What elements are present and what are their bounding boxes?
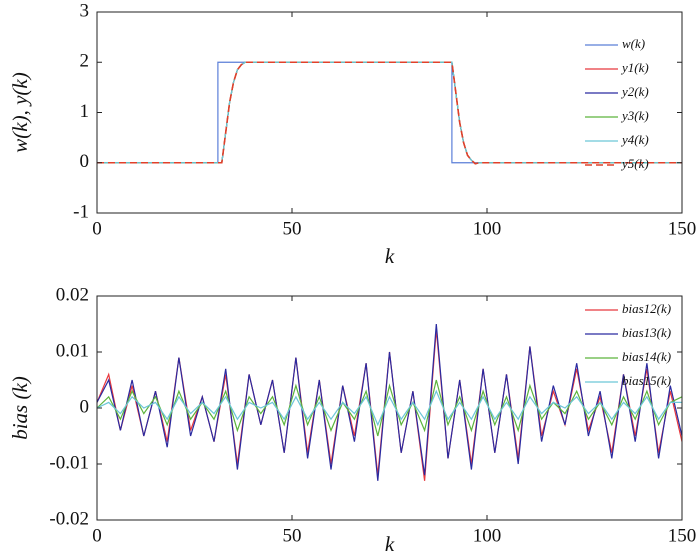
legend-label: y4(k) <box>620 132 649 147</box>
series-line <box>96 323 683 481</box>
x-tick-label: 100 <box>473 218 502 239</box>
x-tick-label: 100 <box>473 525 502 546</box>
y-axis-label: bias (k) <box>8 376 32 440</box>
y-tick-label: 0 <box>80 151 90 172</box>
series-line <box>96 389 682 427</box>
series-line <box>97 61 682 164</box>
y-tick-label: 2 <box>80 51 90 72</box>
x-tick-label: 50 <box>283 218 302 239</box>
x-axis-label: k <box>385 532 395 556</box>
x-tick-label: 150 <box>668 218 697 239</box>
legend-label: bias12(k) <box>622 301 671 316</box>
legend-label: y3(k) <box>620 108 649 123</box>
y-tick-label: 1 <box>80 101 90 122</box>
x-tick-label: 150 <box>668 525 697 546</box>
legend-label: y2(k) <box>620 84 649 99</box>
legend-label: bias15(k) <box>622 373 671 388</box>
plot-frame <box>96 11 683 214</box>
y-tick-label: 0.01 <box>56 340 89 361</box>
series-line <box>97 61 682 165</box>
y-tick-label: -0.01 <box>49 452 89 473</box>
y-tick-label: 0.02 <box>56 284 89 305</box>
y-tick-label: 3 <box>80 0 90 21</box>
legend-label: y1(k) <box>620 60 649 75</box>
legend-label: bias13(k) <box>622 325 671 340</box>
legend-label: w(k) <box>622 36 645 51</box>
x-axis-label: k <box>385 244 395 268</box>
series-line <box>96 379 683 437</box>
y-tick-label: -1 <box>73 201 89 222</box>
series-line <box>97 61 682 165</box>
y-axis-label: w(k), y(k) <box>8 72 32 152</box>
legend-label: y5(k) <box>620 156 649 171</box>
x-tick-label: 0 <box>92 218 102 239</box>
series-line <box>97 61 682 165</box>
x-tick-label: 50 <box>283 525 302 546</box>
series-line <box>97 61 682 165</box>
legend-label: bias14(k) <box>622 349 671 364</box>
y-tick-label: 0 <box>80 396 90 417</box>
series-line <box>97 61 682 165</box>
y-tick-label: -0.02 <box>49 508 89 529</box>
x-tick-label: 0 <box>92 525 102 546</box>
